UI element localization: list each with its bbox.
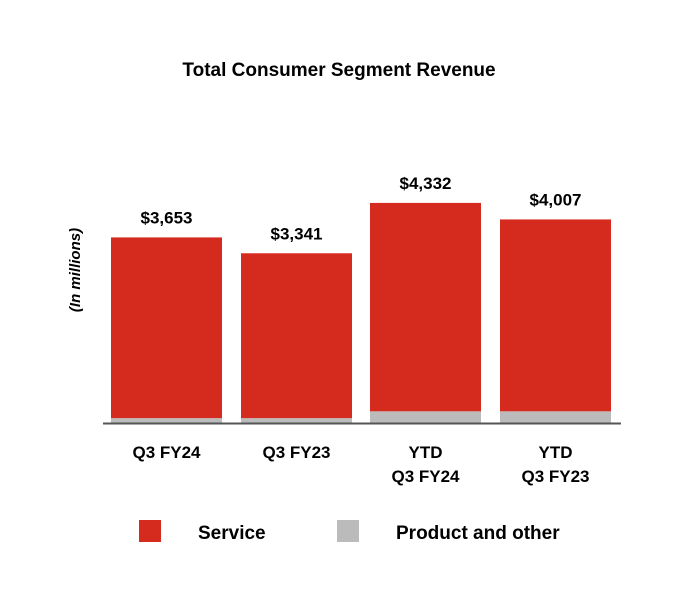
value-label-1: $3,653 [141, 208, 193, 227]
bar-product-and-other-4 [500, 411, 611, 423]
x-tick-label-2-line-1: Q3 FY23 [262, 443, 330, 462]
y-axis-label: (In millions) [67, 228, 84, 312]
x-tick-label-3-line-2: Q3 FY24 [391, 467, 460, 486]
value-label-2: $3,341 [271, 224, 323, 243]
legend-label-product-and-other: Product and other [396, 523, 560, 544]
chart-title: Total Consumer Segment Revenue [182, 60, 495, 81]
tick-labels-group: Q3 FY24 Q3 FY23 YTD Q3 FY24 YTD Q3 FY23 [132, 443, 589, 486]
bar-service-4 [500, 219, 611, 412]
legend-label-service: Service [198, 523, 266, 544]
legend-swatch-service [139, 520, 161, 542]
x-tick-label-1-line-1: Q3 FY24 [132, 443, 201, 462]
legend-swatch-product-and-other [337, 520, 359, 542]
bar-product-and-other-1 [111, 418, 222, 423]
bar-service-2 [241, 253, 352, 419]
legend: Service Product and other [139, 520, 560, 544]
value-labels-group: $3,653 $3,341 $4,332 $4,007 [141, 174, 582, 243]
bar-service-3 [370, 202, 481, 412]
x-tick-label-3-line-1: YTD [409, 443, 443, 462]
bar-product-and-other-3 [370, 411, 481, 423]
value-label-4: $4,007 [530, 190, 582, 209]
x-tick-label-4-line-1: YTD [539, 443, 573, 462]
bars-group [111, 202, 611, 423]
bar-product-and-other-2 [241, 418, 352, 423]
value-label-3: $4,332 [400, 174, 452, 193]
x-tick-label-4-line-2: Q3 FY23 [521, 467, 589, 486]
bar-service-1 [111, 237, 222, 419]
